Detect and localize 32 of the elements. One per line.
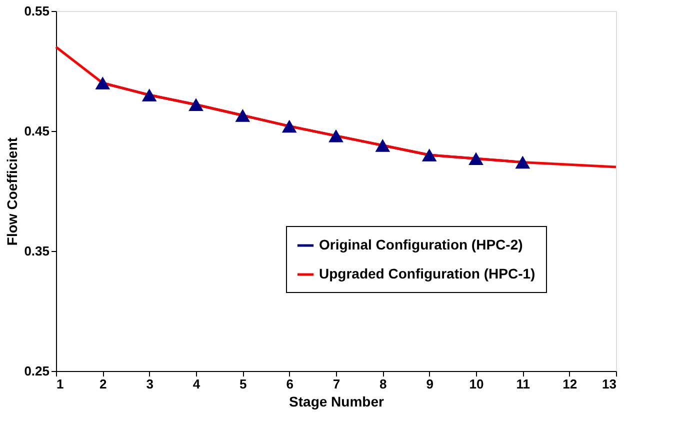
point [375,138,390,152]
x-tick-label: 8 [380,376,387,392]
point [515,156,530,169]
point [422,148,437,162]
point [282,120,297,133]
y-tick-label: 0.35 [24,244,50,258]
point [328,129,344,142]
y-tick-label: 0.45 [24,124,50,138]
y-tick-label: 0.25 [24,364,50,378]
x-tick-label: 9 [426,376,434,392]
point [95,76,110,90]
x-tick-label: 5 [240,376,247,392]
x-axis-title: Stage Number [289,394,384,410]
x-tick-label: 12 [562,376,578,392]
x-tick-label: 2 [100,376,107,392]
legend-label: Original Configuration (HPC-2) [319,236,523,252]
x-tick-label: 11 [516,376,530,392]
x-tick-label: 13 [602,376,616,392]
x-tick-label: 4 [192,376,201,392]
point [235,108,250,122]
point [188,98,204,112]
y-axis-title: Flow Coefficient [4,137,20,246]
line-series [54,46,618,168]
x-tick-label: 1 [56,376,64,392]
x-tick-label: 6 [286,376,294,392]
x-tick-label: 7 [332,376,340,392]
point [142,88,157,102]
x-tick-label: 10 [469,376,484,392]
legend-label: Upgraded Configuration (HPC-1) [319,266,536,282]
point [468,152,484,166]
y-tick-label: 0.55 [24,4,50,18]
x-tick-label: 3 [146,376,154,392]
